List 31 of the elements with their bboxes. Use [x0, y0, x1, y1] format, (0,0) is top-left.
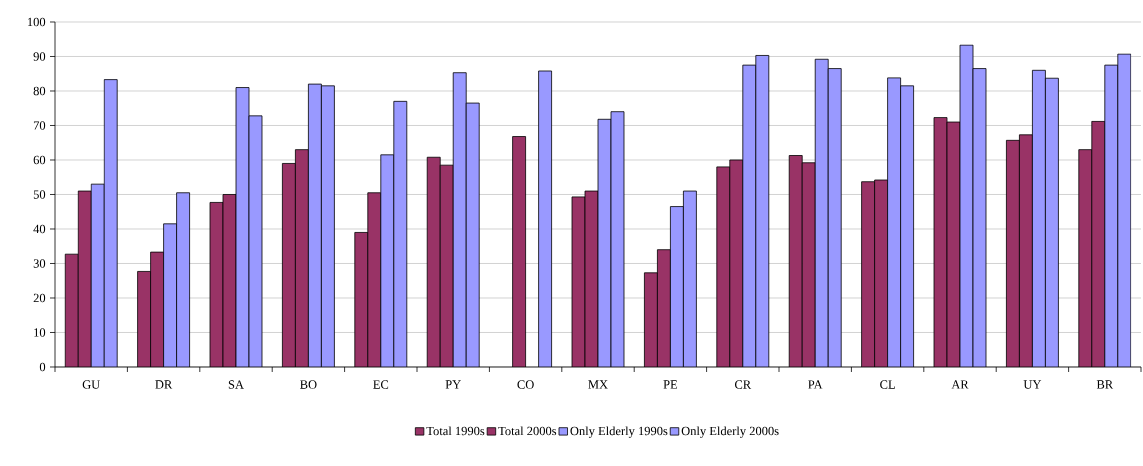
legend-label: Total 2000s	[498, 426, 557, 436]
y-tick-label: 60	[33, 155, 46, 165]
legend-label: Only Elderly 1990s	[570, 426, 668, 438]
x-tick-label: PY	[445, 380, 461, 389]
y-tick-label: 80	[33, 86, 46, 96]
y-tick-label: 0	[39, 362, 46, 372]
y-tick-label: 20	[33, 293, 46, 303]
x-tick-label: MX	[588, 380, 608, 389]
y-tick-label: 40	[33, 224, 46, 234]
x-tick-label: GU	[82, 380, 100, 389]
x-tick-label: AR	[951, 380, 969, 389]
x-tick-label: UY	[1023, 380, 1042, 389]
y-tick-label: 50	[33, 190, 46, 199]
y-tick-label: 90	[33, 52, 46, 61]
y-tick-label: 30	[33, 259, 46, 268]
x-tick-label: DR	[155, 380, 173, 389]
x-tick-label: CR	[734, 380, 752, 389]
x-tick-label: SA	[228, 380, 244, 389]
y-tick-label: 100	[27, 17, 46, 27]
x-tick-label: BO	[300, 380, 317, 389]
x-tick-label: CL	[880, 380, 895, 389]
y-tick-label: 70	[33, 121, 46, 130]
bar	[512, 136, 526, 367]
x-tick-label: CO	[517, 380, 534, 389]
x-tick-label: EC	[373, 380, 389, 389]
legend-label: Total 1990s	[426, 426, 485, 436]
x-tick-label: PE	[663, 380, 678, 389]
legend-label: Only Elderly 2000s	[681, 426, 779, 438]
y-tick-label: 10	[34, 328, 46, 337]
x-tick-label: BR	[1096, 380, 1114, 389]
x-tick-label: PA	[808, 380, 823, 389]
